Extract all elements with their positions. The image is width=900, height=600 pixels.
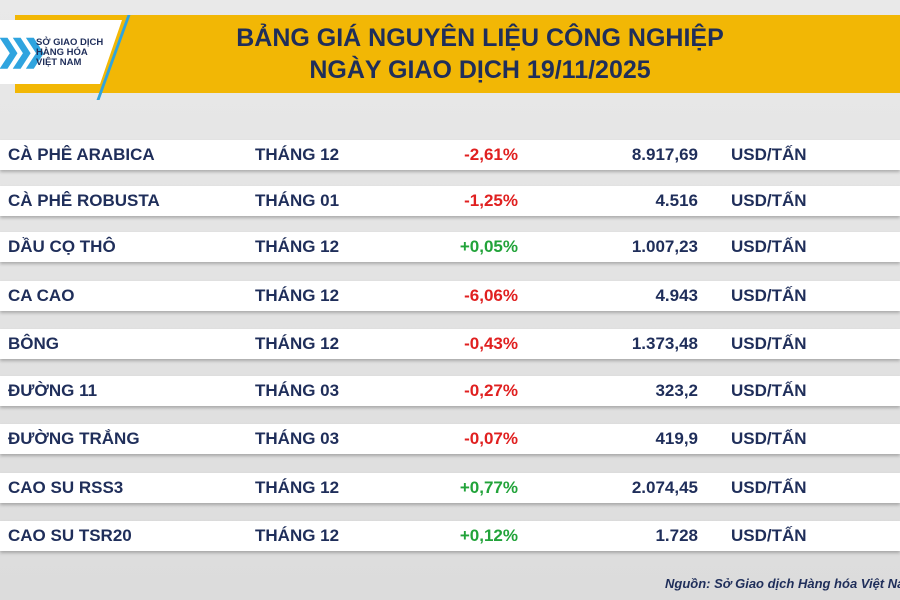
change-percent: -6,06% xyxy=(464,286,518,305)
title-banner xyxy=(15,15,900,93)
unit: USD/TẤN xyxy=(731,478,807,497)
commodity-name: BÔNG xyxy=(8,334,59,353)
change-percent: +0,05% xyxy=(459,237,518,256)
page-title: BẢNG GIÁ NGUYÊN LIỆU CÔNG NGHIỆP NGÀY GI… xyxy=(130,22,830,86)
contract-month: THÁNG 03 xyxy=(255,381,340,400)
price: 4.943 xyxy=(655,286,698,305)
unit: USD/TẤN xyxy=(731,334,807,353)
contract-month: THÁNG 12 xyxy=(255,286,340,305)
change-percent: -2,61% xyxy=(464,145,518,164)
chevron-logo-icon: ❯❯❯ xyxy=(0,35,48,68)
change-percent: -0,43% xyxy=(464,334,518,353)
commodity-name: CÀ PHÊ ARABICA xyxy=(8,145,155,164)
table-row: ĐƯỜNG 11 THÁNG 03 -0,27% 323,2 USD/TẤN xyxy=(0,376,900,406)
unit: USD/TẤN xyxy=(731,237,807,256)
table-row: CÀ PHÊ ARABICA THÁNG 12 -2,61% 8.917,69 … xyxy=(0,140,900,170)
unit: USD/TẤN xyxy=(731,429,807,448)
table-row: ĐƯỜNG TRẮNG THÁNG 03 -0,07% 419,9 USD/TẤ… xyxy=(0,424,900,454)
unit: USD/TẤN xyxy=(731,381,807,400)
table-row: CAO SU TSR20 THÁNG 12 +0,12% 1.728 USD/T… xyxy=(0,521,900,551)
change-percent: -0,07% xyxy=(464,429,518,448)
contract-month: THÁNG 12 xyxy=(255,334,340,353)
title-date: NGÀY GIAO DỊCH 19/11/2025 xyxy=(309,56,651,84)
contract-month: THÁNG 12 xyxy=(255,145,340,164)
price: 1.728 xyxy=(655,526,698,545)
mxv-logo: ❯❯❯ SỞ GIAO DỊCH HÀNG HÓA VIỆT NAM xyxy=(0,20,122,84)
price: 4.516 xyxy=(655,191,698,210)
change-percent: -1,25% xyxy=(464,191,518,210)
price: 1.373,48 xyxy=(631,334,698,353)
table-row: CAO SU RSS3 THÁNG 12 +0,77% 2.074,45 USD… xyxy=(0,473,900,503)
commodity-name: DẦU CỌ THÔ xyxy=(8,237,116,256)
commodity-name: CÀ PHÊ ROBUSTA xyxy=(8,191,160,210)
table-row: CA CAO THÁNG 12 -6,06% 4.943 USD/TẤN xyxy=(0,281,900,311)
commodity-name: CA CAO xyxy=(8,286,75,305)
change-percent: -0,27% xyxy=(464,381,518,400)
price: 323,2 xyxy=(655,381,698,400)
table-row: CÀ PHÊ ROBUSTA THÁNG 01 -1,25% 4.516 USD… xyxy=(0,186,900,216)
commodity-name: CAO SU RSS3 xyxy=(8,478,124,497)
change-percent: +0,77% xyxy=(459,478,518,497)
commodity-name: ĐƯỜNG 11 xyxy=(8,381,98,400)
unit: USD/TẤN xyxy=(731,191,807,210)
contract-month: THÁNG 12 xyxy=(255,237,340,256)
price: 2.074,45 xyxy=(631,478,698,497)
table-row: BÔNG THÁNG 12 -0,43% 1.373,48 USD/TẤN xyxy=(0,329,900,359)
price: 1.007,23 xyxy=(631,237,698,256)
title-line1: BẢNG GIÁ NGUYÊN LIỆU CÔNG NGHIỆP xyxy=(236,24,724,52)
contract-month: THÁNG 03 xyxy=(255,429,340,448)
unit: USD/TẤN xyxy=(731,145,807,164)
unit: USD/TẤN xyxy=(731,286,807,305)
unit: USD/TẤN xyxy=(731,526,807,545)
logo-line2: HÀNG HÓA xyxy=(36,47,88,58)
commodity-name: ĐƯỜNG TRẮNG xyxy=(8,429,140,448)
price: 8.917,69 xyxy=(631,145,698,164)
logo-line3: VIỆT NAM xyxy=(36,57,82,68)
contract-month: THÁNG 12 xyxy=(255,526,340,545)
logo-line1: SỞ GIAO DỊCH xyxy=(36,37,104,48)
commodity-name: CAO SU TSR20 xyxy=(8,526,132,545)
contract-month: THÁNG 12 xyxy=(255,478,340,497)
contract-month: THÁNG 01 xyxy=(255,191,340,210)
table-row: DẦU CỌ THÔ THÁNG 12 +0,05% 1.007,23 USD/… xyxy=(0,232,900,262)
price: 419,9 xyxy=(655,429,698,448)
source-note: Nguồn: Sở Giao dịch Hàng hóa Việt Nam xyxy=(665,576,900,591)
change-percent: +0,12% xyxy=(459,526,518,545)
